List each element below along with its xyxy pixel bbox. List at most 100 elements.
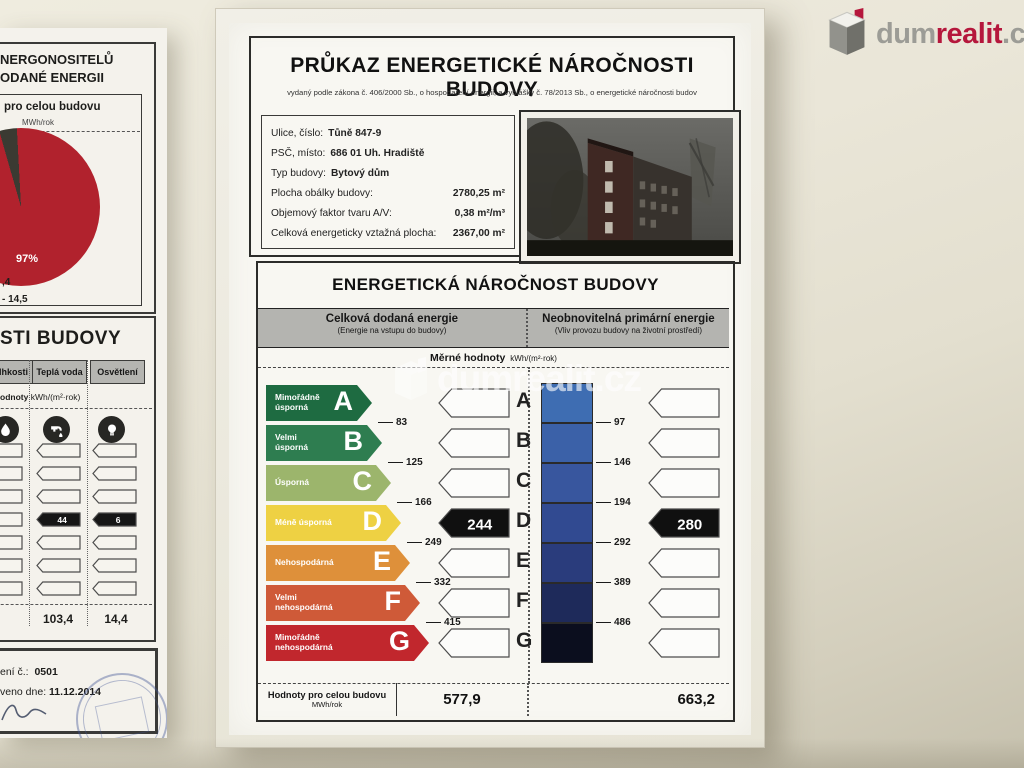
primary-scale-square-G [541,623,593,663]
left-grid-arrow-r1c1 [36,466,81,481]
left-doc-header-line1: NERGONOSITELŮ [0,52,114,67]
primary-rating-arrow-D: 280 [648,508,720,538]
left-grid-arrow-r2c0 [0,489,23,504]
primary-rating-arrow-F [648,588,720,618]
dumrealit-logo: dumrealit.cz [826,8,1024,61]
building-info-box: Ulice, číslo: Tůně 847-9 PSČ, místo: 686 0… [261,115,515,249]
left-document: NERGONOSITELŮ ODANÉ ENERGII pro celou bu… [0,28,167,738]
delivered-threshold-332: 332 [416,576,451,588]
chart-column-divider [528,367,530,683]
svg-text:280: 280 [677,517,702,534]
primary-energy-total: 663,2 [677,691,715,708]
cert-no-label: ení č.: [0,666,29,678]
humidity-icon [0,416,19,443]
svg-text:244: 244 [467,517,493,534]
delivered-rating-arrow-G [438,628,510,658]
energy-class-arrow-B: Velmi úsporná B [266,425,382,461]
energy-class-arrow-D: Méně úsporná D [266,505,401,541]
left-doc-header-line2: ODANÉ ENERGII [0,70,105,85]
delivered-rating-arrow-F [438,588,510,618]
certificate-subtitle: vydaný podle zákona č. 406/2000 Sb., o h… [287,88,697,97]
class-letter-C: C [516,469,532,492]
primary-scale-square-D [541,503,593,543]
building-photo [519,110,741,264]
primary-rating-arrow-C [648,468,720,498]
left-grid-arrow-r3c2: 6 [92,512,137,527]
primary-threshold-389: 389 [596,576,631,588]
class-letter-E: E [516,549,531,572]
left-grid-arrow-r6c0 [0,581,23,596]
certificate-plastic-sleeve: PRŮKAZ ENERGETICKÉ NÁROČNOSTI BUDOVY vyd… [215,8,765,748]
issue-date-label: veno dne: [0,686,47,698]
column-header-humidity: vlhkosti [0,360,33,384]
left-grid-arrow-r0c2 [92,443,137,458]
delivered-rating-arrow-C [438,468,510,498]
info-row-shape-factor: Objemový faktor tvaru A/V: 0,38 m²/m³ [271,208,505,219]
energy-class-arrow-A: Mimořádně úsporná A [266,385,372,421]
primary-scale-square-E [541,543,593,583]
primary-threshold-292: 292 [596,536,631,548]
delivered-threshold-83: 83 [378,416,407,428]
class-letter-F: F [516,589,529,612]
column-header-delivered-energy: Celková dodaná energie (Energie na vstup… [258,309,528,347]
left-doc-pie-box [0,94,142,306]
cert-no-value: 0501 [34,666,58,678]
class-letter-B: B [516,429,532,452]
house-logo-icon [826,8,868,61]
info-row-city: PSČ, místo: 686 01 Uh. Hradiště [271,148,425,159]
primary-scale-square-A [541,383,593,423]
primary-scale-square-C [541,463,593,503]
delivered-energy-total: 577,9 [443,691,481,708]
left-grid-arrow-r1c2 [92,466,137,481]
left-grid-arrow-r5c1 [36,558,81,573]
specific-values-row: Měrné hodnoty kWh/(m²·rok) [258,348,729,368]
primary-rating-arrow-E [648,548,720,578]
pie-legend-2: - 14,5 [2,294,28,305]
left-grid-arrow-r0c0 [0,443,23,458]
pie-slice-label: 97% [16,253,39,265]
delivered-rating-arrow-A [438,388,510,418]
primary-rating-arrow-A [648,388,720,418]
left-grid-arrow-r6c1 [36,581,81,596]
pie-box-unit: MWh/rok [22,118,54,127]
column-header-lighting: Osvětlení [90,360,145,384]
delivered-threshold-415: 415 [426,616,461,628]
column-header-hot-water: Teplá voda [32,360,87,384]
primary-rating-arrow-B [648,428,720,458]
left-grid-arrow-r5c0 [0,558,23,573]
left-doc-section-title: STI BUDOVY [0,328,122,349]
left-merne-fragment: odnoty [0,392,29,402]
lighting-bulb-icon [98,416,125,443]
left-grid-arrow-r4c0 [0,535,23,550]
hot-water-faucet-icon [43,416,70,443]
left-grid-arrow-r3c1: 44 [36,512,81,527]
primary-scale-square-F [541,583,593,623]
svg-text:44: 44 [57,515,67,525]
totals-label: Hodnoty pro celou budovu MWh/rok [258,683,397,716]
primary-threshold-146: 146 [596,456,631,468]
delivered-threshold-166: 166 [397,496,432,508]
certificate-title: PRŮKAZ ENERGETICKÉ NÁROČNOSTI BUDOVY [290,54,694,101]
energy-class-arrow-E: Nehospodárná E [266,545,410,581]
left-grid-arrow-r6c2 [92,581,137,596]
left-grid-arrow-r4c1 [36,535,81,550]
left-grid-arrow-r3c0 [0,512,23,527]
delivered-threshold-249: 249 [407,536,442,548]
delivered-rating-arrow-D: 244 [438,508,510,538]
primary-threshold-486: 486 [596,616,631,628]
left-total-2: 14,4 [104,612,128,626]
left-grid-arrow-r0c1 [36,443,81,458]
energy-rating-box: ENERGETICKÁ NÁROČNOST BUDOVY Celková dod… [256,261,735,722]
building-totals-row: Hodnoty pro celou budovu MWh/rok 577,9 6… [258,683,729,716]
energy-rating-chart: Mimořádně úsporná A A 83 97 Velmi úsporná B B … [258,367,729,684]
info-row-envelope-area: Plocha obálky budovy: 2780,25 m² [271,188,505,199]
left-grid-arrow-r5c2 [92,558,137,573]
delivered-rating-arrow-B [438,428,510,458]
logo-text: dumrealit.cz [876,18,1024,50]
pie-legend-1: ,4 [2,277,11,288]
delivered-threshold-125: 125 [388,456,423,468]
info-row-street: Ulice, číslo: Tůně 847-9 [271,128,382,139]
primary-rating-arrow-G [648,628,720,658]
primary-scale-square-B [541,423,593,463]
